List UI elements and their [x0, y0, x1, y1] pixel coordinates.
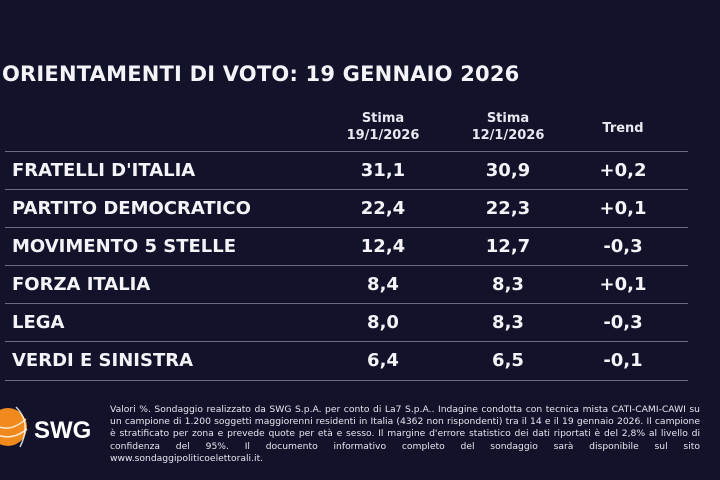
current-value: 8,4	[367, 274, 399, 295]
table-row: FRATELLI D'ITALIA 31,1 30,9 +0,2	[5, 151, 688, 190]
previous-value: 30,9	[485, 160, 531, 181]
party-name: PARTITO DEMOCRATICO	[12, 198, 251, 219]
trend-value: -0,3	[603, 236, 643, 257]
trend-value: -0,3	[603, 312, 643, 333]
header-label: Stima	[361, 111, 405, 126]
previous-value: 6,5	[492, 350, 524, 371]
trend-value: -0,1	[603, 350, 643, 371]
swg-logo-icon	[0, 406, 28, 448]
table-row: FORZA ITALIA 8,4 8,3 +0,1	[5, 265, 688, 304]
header-label: Stima	[486, 111, 530, 126]
party-name: LEGA	[12, 312, 65, 333]
column-header-current: Stima 19/1/2026	[313, 110, 453, 144]
swg-logo-text: SWG	[34, 417, 92, 444]
party-name: VERDI E SINISTRA	[12, 350, 194, 371]
current-value: 31,1	[360, 160, 406, 181]
trend-value: +0,1	[599, 198, 647, 219]
previous-value: 22,3	[485, 198, 531, 219]
column-header-previous: Stima 12/1/2026	[438, 110, 578, 144]
previous-value: 12,7	[485, 236, 531, 257]
current-value: 6,4	[367, 350, 399, 371]
page-title: ORIENTAMENTI DI VOTO: 19 GENNAIO 2026	[2, 62, 520, 86]
party-name: FRATELLI D'ITALIA	[12, 160, 196, 181]
trend-value: +0,1	[599, 274, 647, 295]
previous-value: 8,3	[492, 312, 524, 333]
header-date: 19/1/2026	[346, 128, 420, 143]
party-name: FORZA ITALIA	[12, 274, 151, 295]
current-value: 22,4	[360, 198, 406, 219]
trend-value: +0,2	[599, 160, 647, 181]
party-name: MOVIMENTO 5 STELLE	[12, 236, 237, 257]
column-header-trend: Trend	[602, 121, 644, 136]
table-row: VERDI E SINISTRA 6,4 6,5 -0,1	[5, 341, 688, 381]
current-value: 8,0	[367, 312, 399, 333]
header-date: 12/1/2026	[471, 128, 545, 143]
table-row: PARTITO DEMOCRATICO 22,4 22,3 +0,1	[5, 189, 688, 228]
previous-value: 8,3	[492, 274, 524, 295]
current-value: 12,4	[360, 236, 406, 257]
methodology-note: Valori %. Sondaggio realizzato da SWG S.…	[110, 404, 700, 464]
table-row: MOVIMENTO 5 STELLE 12,4 12,7 -0,3	[5, 227, 688, 266]
table-row: LEGA 8,0 8,3 -0,3	[5, 303, 688, 342]
